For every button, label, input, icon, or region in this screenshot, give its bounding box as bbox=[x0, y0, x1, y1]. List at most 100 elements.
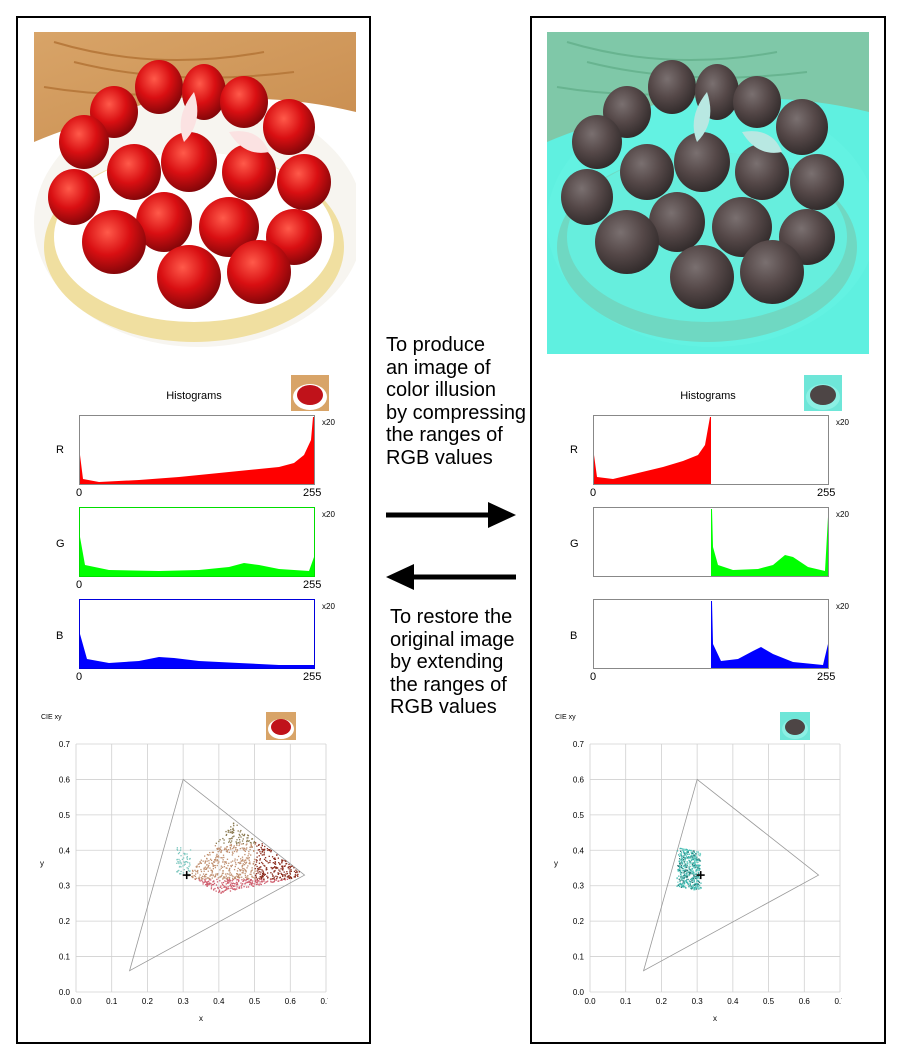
chromaticity-point bbox=[180, 855, 182, 857]
chromaticity-point bbox=[247, 840, 249, 842]
chromaticity-point bbox=[692, 864, 694, 866]
chromaticity-point bbox=[228, 870, 231, 872]
chromaticity-point bbox=[206, 864, 208, 866]
chromaticity-point bbox=[298, 871, 300, 873]
chromaticity-point-cloud bbox=[676, 847, 702, 891]
chromaticity-point bbox=[233, 850, 236, 853]
chromaticity-point bbox=[680, 886, 683, 888]
y-tick-label: 0.4 bbox=[573, 846, 585, 855]
y-tick-label: 0.0 bbox=[573, 988, 585, 997]
chromaticity-point bbox=[293, 867, 295, 869]
chromaticity-point bbox=[685, 887, 687, 889]
chromaticity-point bbox=[213, 861, 215, 863]
x-tick-label: 0.5 bbox=[763, 997, 775, 1006]
chromaticity-point bbox=[689, 873, 692, 875]
chromaticity-point bbox=[228, 838, 230, 840]
chromaticity-point bbox=[244, 876, 247, 878]
chromaticity-point bbox=[281, 879, 283, 881]
chromaticity-point bbox=[243, 880, 245, 882]
y-tick-label: 0.5 bbox=[573, 811, 585, 820]
chromaticity-point bbox=[189, 870, 191, 872]
chromaticity-point bbox=[223, 876, 225, 878]
chromaticity-point bbox=[689, 863, 691, 865]
chromaticity-point bbox=[244, 869, 246, 871]
illusion-image-panel: Histograms R x20 0 255 G x20 B x20 0 255… bbox=[530, 16, 886, 1044]
chromaticity-point bbox=[188, 862, 191, 864]
chromaticity-point bbox=[695, 853, 697, 855]
chromaticity-point bbox=[245, 886, 248, 888]
chromaticity-point bbox=[289, 872, 291, 874]
chromaticity-point bbox=[223, 886, 225, 888]
chromaticity-point bbox=[222, 854, 225, 856]
photo-thumbnail bbox=[804, 375, 842, 411]
chromaticity-point bbox=[227, 880, 230, 882]
chromaticity-point bbox=[215, 842, 218, 844]
chromaticity-point bbox=[688, 868, 691, 870]
chromaticity-point bbox=[251, 876, 253, 878]
chromaticity-point bbox=[258, 877, 260, 880]
chromaticity-point bbox=[208, 860, 210, 862]
chromaticity-point bbox=[183, 864, 185, 866]
chromaticity-point bbox=[680, 883, 682, 885]
chromaticity-point bbox=[239, 876, 241, 879]
forward-caption-line: To produce bbox=[386, 334, 485, 356]
chromaticity-point bbox=[685, 852, 687, 854]
chromaticity-point bbox=[215, 855, 218, 857]
chromaticity-point bbox=[684, 869, 686, 871]
chromaticity-point bbox=[245, 844, 247, 846]
chromaticity-point bbox=[258, 843, 260, 846]
chromaticity-point bbox=[676, 850, 679, 852]
x-tick-label: 0.1 bbox=[620, 997, 632, 1006]
chromaticity-point bbox=[284, 875, 286, 877]
chromaticity-point bbox=[236, 879, 238, 881]
chromaticity-point bbox=[250, 846, 252, 848]
chromaticity-point bbox=[684, 849, 686, 851]
chromaticity-point bbox=[254, 877, 256, 880]
chromaticity-point bbox=[274, 870, 276, 872]
chromaticity-point bbox=[698, 869, 700, 871]
chromaticity-point bbox=[203, 881, 206, 883]
chromaticity-point bbox=[680, 873, 682, 876]
chromaticity-point bbox=[296, 870, 298, 873]
chromaticity-point bbox=[244, 874, 247, 877]
chromaticity-point bbox=[253, 841, 255, 843]
chromaticity-point bbox=[261, 851, 263, 853]
cie-xy-plot: 0.00.0 0.1 0.1 0.2 0.2 0.3 0.3 0.4 0.4 0.5 0.5 0.6 0… bbox=[554, 740, 846, 1023]
chromaticity-point bbox=[241, 847, 243, 849]
chromaticity-point bbox=[288, 875, 290, 877]
chromaticity-point bbox=[698, 859, 701, 861]
chromaticity-point bbox=[230, 826, 232, 828]
chromaticity-point bbox=[698, 858, 700, 860]
chromaticity-point bbox=[690, 858, 692, 860]
chromaticity-point bbox=[263, 880, 265, 882]
chromaticity-point bbox=[244, 869, 247, 872]
chromaticity-point bbox=[240, 882, 242, 884]
chromaticity-point bbox=[207, 870, 209, 872]
chromaticity-point bbox=[697, 864, 699, 866]
chromaticity-point bbox=[186, 853, 188, 855]
chromaticity-point bbox=[696, 887, 698, 889]
reverse-caption-line: the ranges of bbox=[390, 673, 507, 696]
chromaticity-point bbox=[679, 852, 681, 855]
chromaticity-point bbox=[224, 880, 226, 882]
chromaticity-point bbox=[258, 884, 260, 886]
chromaticity-point bbox=[217, 862, 219, 864]
chromaticity-point bbox=[245, 871, 247, 873]
chromaticity-point bbox=[228, 841, 230, 843]
chromaticity-point bbox=[248, 862, 250, 865]
chromaticity-point bbox=[241, 840, 244, 842]
chromaticity-point bbox=[245, 882, 247, 884]
chromaticity-point bbox=[227, 864, 229, 867]
chromaticity-point bbox=[248, 857, 250, 859]
chromaticity-point bbox=[242, 848, 245, 850]
chromaticity-point bbox=[695, 869, 697, 871]
chromaticity-point bbox=[685, 874, 687, 877]
chromaticity-point bbox=[255, 880, 257, 883]
chromaticity-point bbox=[696, 878, 698, 880]
chromaticity-point bbox=[217, 887, 219, 890]
chromaticity-point bbox=[677, 870, 679, 872]
chromaticity-point bbox=[217, 886, 219, 889]
chromaticity-point bbox=[686, 861, 688, 863]
chromaticity-point bbox=[273, 878, 275, 880]
chromaticity-point bbox=[229, 838, 232, 840]
